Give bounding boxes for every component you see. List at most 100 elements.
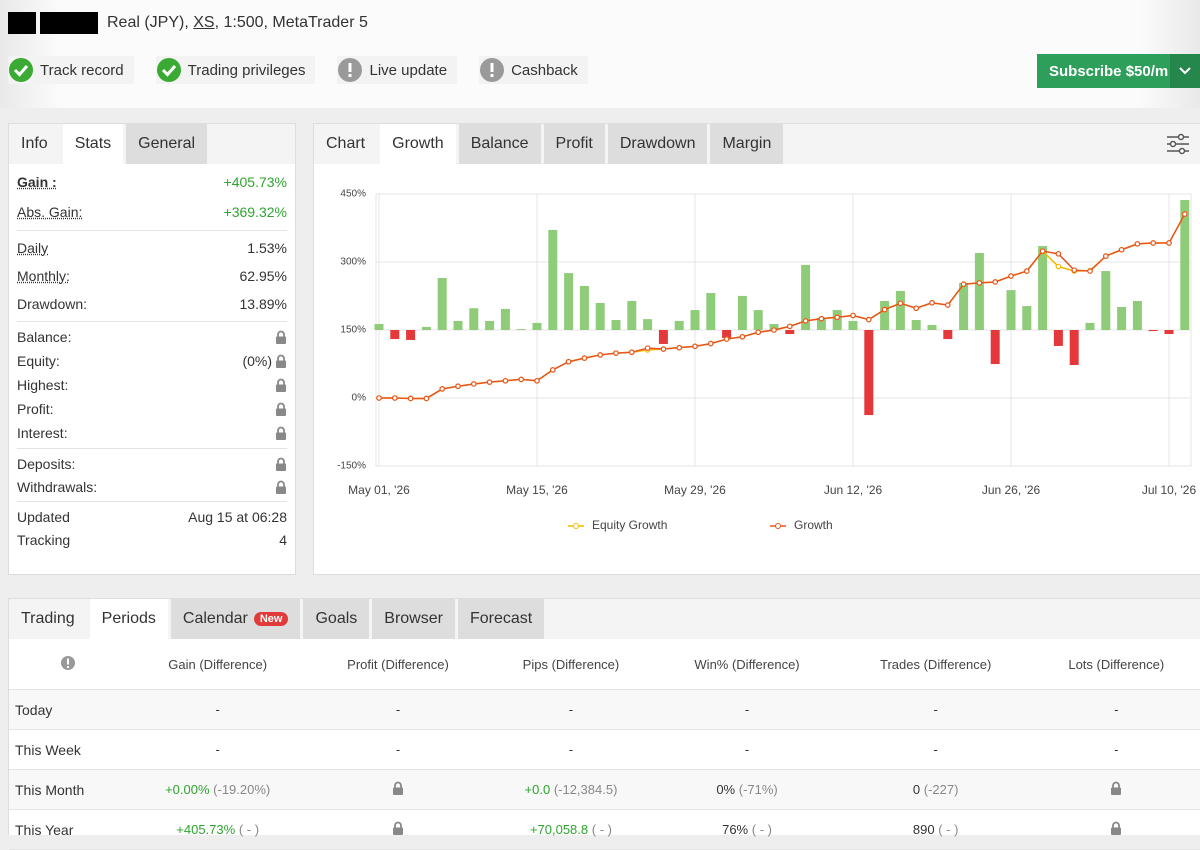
- tab[interactable]: Balance: [458, 124, 541, 164]
- icon-circle: [156, 58, 181, 82]
- info-header: [9, 639, 126, 690]
- cell-diff: (-19.20%): [213, 782, 271, 797]
- cell: +0.0 (-12,384.5): [486, 769, 656, 810]
- bar: [453, 320, 463, 330]
- check-icon: [9, 58, 33, 82]
- tab-label[interactable]: Chart: [326, 135, 366, 152]
- stat-value-text: 62.95%: [239, 268, 287, 284]
- legend-marker: [775, 523, 781, 529]
- top-bar: Real (JPY), XS, 1:500, MetaTrader 5 Trac…: [0, 0, 1200, 108]
- cell-text: -: [744, 742, 750, 757]
- dropdown-arrow[interactable]: [1170, 54, 1200, 88]
- stat-label: Highest:: [17, 377, 69, 393]
- cell-text: -: [568, 742, 574, 757]
- cell-main: 0%: [716, 782, 736, 797]
- tab[interactable]: Periods: [89, 599, 168, 639]
- point: [771, 327, 777, 333]
- bar: [421, 326, 431, 330]
- cell: -: [126, 729, 310, 770]
- column-header: Profit (Difference): [309, 639, 487, 690]
- tab[interactable]: Calendar New: [170, 599, 301, 639]
- periods-panel: Trading Periods Calendar New Goals Browser For…: [8, 598, 1200, 850]
- tab[interactable]: Chart: [314, 124, 377, 164]
- cell: -: [1032, 729, 1200, 770]
- tab-label[interactable]: Info: [21, 135, 48, 152]
- stat-value: [275, 330, 287, 344]
- cell: -: [486, 729, 656, 770]
- bar: [864, 330, 874, 416]
- tab-label[interactable]: Stats: [74, 135, 112, 152]
- stat-value: (0%): [242, 353, 287, 369]
- tab[interactable]: Margin: [710, 124, 784, 164]
- tab-label[interactable]: Trading: [21, 610, 75, 627]
- point: [1055, 263, 1062, 270]
- tab[interactable]: Stats: [62, 124, 124, 164]
- settings-icon[interactable]: [1166, 133, 1190, 155]
- tab-label[interactable]: Periods: [101, 610, 156, 627]
- tab-label[interactable]: Profit: [555, 135, 593, 152]
- table-row: This Month +0.00% (-19.20%) +0.0 (-12,384.…: [9, 769, 1200, 810]
- bar: [437, 277, 447, 330]
- x-tick-label: May 29, '26: [664, 483, 726, 497]
- bar: [548, 229, 558, 330]
- tab-label[interactable]: Goals: [315, 610, 358, 627]
- tab-label[interactable]: Drawdown: [619, 135, 696, 152]
- tab[interactable]: General: [126, 124, 208, 164]
- lock-icon: [1111, 821, 1122, 835]
- row-label: This Week: [9, 729, 126, 770]
- badges: Track record Trading privileges Live updat…: [8, 56, 588, 84]
- tab-label[interactable]: Margin: [722, 135, 772, 152]
- badge-label: Trading privileges: [187, 61, 306, 79]
- point: [707, 340, 714, 347]
- column-header: Pips (Difference): [486, 639, 656, 690]
- tab-label[interactable]: Balance: [470, 135, 529, 152]
- redacted: [40, 12, 98, 34]
- cell: [309, 809, 487, 850]
- tab[interactable]: Browser: [372, 599, 455, 639]
- y-tick-label: 0%: [352, 393, 367, 404]
- tab[interactable]: Drawdown: [607, 124, 708, 164]
- lock-body: [276, 408, 286, 416]
- point: [518, 376, 525, 383]
- warning-icon: [480, 58, 505, 82]
- tab[interactable]: Goals: [303, 599, 370, 639]
- tab-label[interactable]: Growth: [392, 135, 444, 152]
- cell: -: [126, 689, 310, 730]
- tab-label[interactable]: Forecast: [469, 610, 533, 627]
- tab[interactable]: Profit: [543, 124, 605, 164]
- stat-value-text: +405.73%: [223, 174, 287, 190]
- row-label: Today: [9, 689, 126, 730]
- stat-row: Balance:: [17, 325, 287, 349]
- point: [613, 350, 619, 356]
- x-tick-label: May 01, '26: [348, 483, 410, 497]
- lock-shackle: [277, 330, 285, 337]
- column-header: Lots (Difference): [1032, 639, 1200, 690]
- tab-label[interactable]: Calendar: [182, 610, 248, 627]
- table-row: Today - - - - - -: [9, 689, 1200, 730]
- tab-label[interactable]: General: [138, 135, 196, 152]
- point: [1102, 253, 1109, 259]
- cell-text: -: [933, 702, 938, 717]
- tab[interactable]: Growth: [380, 124, 456, 164]
- bang: [490, 63, 494, 72]
- cell-diff: (-12,384.5): [553, 782, 618, 797]
- stat-row: Withdrawals:: [17, 475, 287, 498]
- stat-value: Aug 15 at 06:28: [188, 509, 287, 525]
- account-level[interactable]: XS: [193, 14, 215, 31]
- tab[interactable]: Forecast: [457, 599, 545, 639]
- subscribe-label[interactable]: Subscribe $50/m: [1049, 62, 1169, 80]
- cell-diff: (-227): [923, 782, 959, 797]
- stat-row: Interest:: [17, 421, 287, 445]
- lock-body: [276, 486, 286, 494]
- legend-label: Equity Growth: [592, 518, 667, 532]
- tab[interactable]: Info: [9, 124, 60, 164]
- bar: [785, 330, 795, 334]
- point: [565, 358, 572, 365]
- lock-body: [276, 336, 286, 344]
- lock-icon: [276, 402, 286, 416]
- bar: [895, 291, 905, 330]
- tab-label[interactable]: Browser: [384, 610, 443, 627]
- stat-value-text: 1.53%: [247, 240, 287, 256]
- tab[interactable]: Trading: [9, 599, 87, 639]
- subscribe-button[interactable]: Subscribe $50/m: [1037, 54, 1200, 88]
